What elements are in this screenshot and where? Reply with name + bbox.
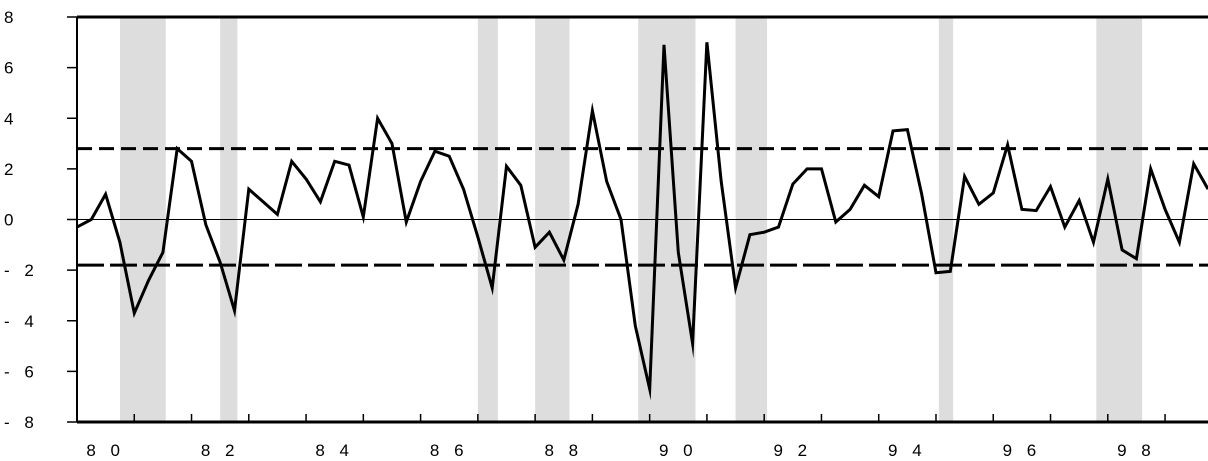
y-tick-label: - 2 [4,261,39,280]
series-line-0 [76,42,1208,401]
x-tick-label: 9 6 [1003,441,1042,460]
y-tick-label: 6 [4,59,18,78]
tick-labels-layer: 8 6 4 2 0 - 2 - 4 - 6 - 8 8 0 8 2 8 4 8 6 8 8 9 0 9 2 9 … [4,8,1156,460]
x-tick-label: 8 8 [544,441,583,460]
reference-lines-layer [77,147,1208,267]
series-layer [76,42,1208,401]
x-tick-label: 9 2 [774,441,813,460]
axes-layer [67,15,1208,424]
x-tick-label: 8 6 [430,441,469,460]
y-tick-label: 4 [4,109,18,128]
y-tick-label: - 6 [4,362,39,381]
y-tick-label: 8 [4,8,18,27]
y-tick-label: 0 [4,211,18,230]
x-tick-label: 9 4 [888,441,927,460]
x-tick-label: 9 0 [659,441,698,460]
y-tick-label: - 8 [4,413,39,432]
y-tick-label: 2 [4,160,18,179]
x-tick-label: 8 0 [86,441,125,460]
x-tick-label: 9 8 [1117,441,1156,460]
y-tick-label: - 4 [4,312,39,331]
x-tick-label: 8 2 [201,441,240,460]
x-tick-label: 8 4 [315,441,354,460]
